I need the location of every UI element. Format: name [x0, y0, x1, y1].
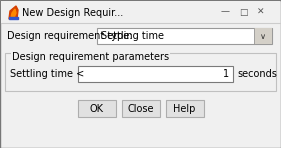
Text: 1: 1: [223, 69, 229, 79]
Text: Help: Help: [173, 103, 196, 114]
Text: —: —: [221, 8, 230, 16]
Bar: [254, 28, 272, 44]
Bar: [1, 1, 280, 23]
Text: OK: OK: [90, 103, 103, 114]
Bar: [78, 66, 233, 82]
Bar: [78, 100, 115, 117]
Text: seconds: seconds: [237, 69, 277, 79]
Polygon shape: [9, 17, 18, 19]
Bar: [5, 53, 276, 91]
Bar: [166, 100, 203, 117]
Text: ∨: ∨: [260, 32, 266, 41]
Text: Settling time <: Settling time <: [10, 69, 84, 79]
Polygon shape: [11, 9, 16, 18]
Text: Design requirement type:: Design requirement type:: [7, 31, 133, 41]
Text: New Design Requir...: New Design Requir...: [22, 8, 123, 18]
Polygon shape: [9, 6, 18, 19]
Text: Settling time: Settling time: [101, 31, 164, 41]
Bar: [121, 100, 160, 117]
Bar: [97, 28, 272, 44]
Text: ✕: ✕: [257, 8, 265, 16]
Text: Close: Close: [127, 103, 154, 114]
Text: Design requirement parameters: Design requirement parameters: [12, 52, 169, 62]
Text: □: □: [239, 8, 247, 16]
